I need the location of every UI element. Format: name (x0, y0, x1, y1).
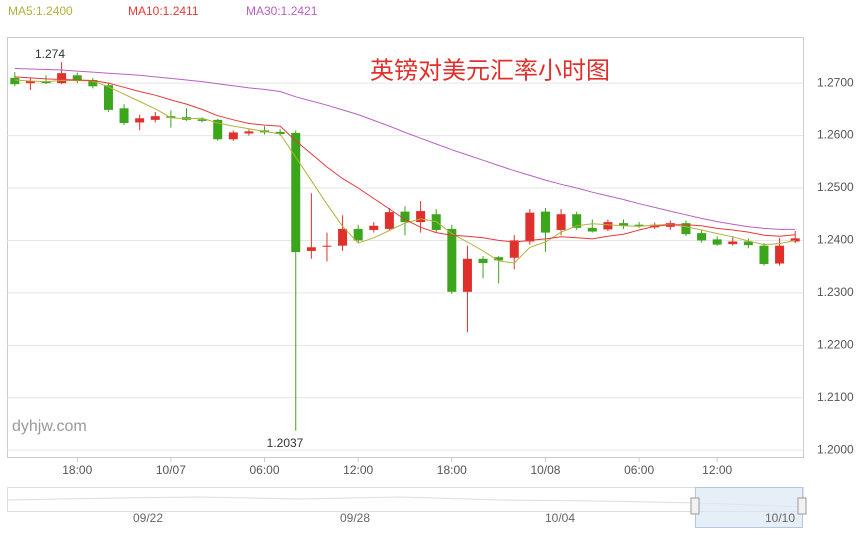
x-tick-label: 10/08 (530, 463, 560, 477)
candle-body (338, 228, 348, 246)
candle-body (197, 119, 207, 121)
legend-entry: MA5:1.2400 (8, 4, 73, 18)
y-tick-label: 1.2700 (817, 75, 854, 89)
navigator-line (7, 496, 804, 508)
candle-body (728, 241, 738, 245)
legend-entry: MA10:1.2411 (128, 4, 199, 18)
navigator-label: 10/10 (765, 511, 795, 525)
y-tick-label: 1.2100 (817, 390, 854, 404)
candle-body (478, 258, 488, 263)
y-tick-label: 1.2300 (817, 285, 854, 299)
navigator-label: 10/04 (545, 511, 575, 525)
candle-body (462, 258, 472, 292)
candle-body (57, 73, 67, 84)
candle-body (619, 223, 629, 226)
candle-body (790, 238, 800, 242)
x-tick-label: 06:00 (250, 463, 280, 477)
candle-body (384, 212, 394, 229)
candle-body (540, 211, 550, 233)
legend-entry: MA30:1.2421 (246, 4, 318, 18)
candle-body (743, 241, 753, 246)
candle-body (322, 245, 332, 247)
candle-body (275, 131, 285, 135)
chart-title: 英镑对美元汇率小时图 (370, 57, 610, 85)
navigator-label: 09/28 (340, 511, 370, 525)
candle-body (587, 227, 597, 232)
candle-body (572, 214, 582, 228)
navigator (7, 487, 807, 528)
candle-body (306, 247, 316, 251)
candle-body (681, 223, 691, 235)
candle-body (166, 116, 176, 118)
x-tick-label: 12:00 (343, 463, 373, 477)
ma-line (14, 79, 796, 264)
candle-body (119, 108, 129, 123)
y-tick-label: 1.2500 (817, 180, 854, 194)
candle-body (697, 233, 707, 241)
candle-body (213, 119, 223, 140)
candle-body (556, 214, 566, 230)
y-tick-label: 1.2400 (817, 233, 854, 247)
candle-body (135, 118, 145, 123)
candle-body (634, 224, 644, 227)
candle-body (759, 245, 769, 265)
candle-body (72, 75, 82, 82)
navigator-handle[interactable] (797, 497, 807, 515)
candle-body (291, 132, 301, 252)
high-annotation: 1.274 (35, 47, 65, 61)
candle-body (88, 79, 98, 87)
x-tick-label: 18:00 (437, 463, 467, 477)
candle-body (447, 228, 457, 292)
candle-body (416, 211, 426, 223)
candle-body (25, 81, 35, 84)
x-tick-label: 06:00 (624, 463, 654, 477)
plot-area (7, 37, 804, 458)
navigator-track (7, 487, 804, 512)
y-tick-label: 1.2200 (817, 337, 854, 351)
candle-body (509, 240, 519, 258)
candle-body (244, 131, 254, 134)
low-annotation: 1.2037 (267, 436, 304, 450)
x-tick-label: 10/07 (156, 463, 186, 477)
ma-line (14, 76, 796, 243)
candle-body (228, 132, 238, 140)
candle-body (353, 228, 363, 241)
candle-body (369, 225, 379, 230)
candle-body (712, 239, 722, 245)
candle-body (103, 85, 113, 110)
candle-body (400, 211, 410, 223)
navigator-handle[interactable] (690, 497, 700, 515)
candle-body (150, 116, 160, 120)
navigator-label: 09/22 (133, 511, 163, 525)
ma-line (14, 68, 796, 230)
candle-body (775, 245, 785, 264)
x-tick-label: 12:00 (702, 463, 732, 477)
watermark: dyhjw.com (12, 418, 87, 435)
x-tick-label: 18:00 (62, 463, 92, 477)
y-tick-label: 1.2000 (817, 442, 854, 456)
candle-body (603, 222, 613, 230)
y-tick-label: 1.2600 (817, 128, 854, 142)
candle-body (525, 212, 535, 242)
candle-body (494, 257, 504, 261)
candle-body (10, 77, 20, 85)
